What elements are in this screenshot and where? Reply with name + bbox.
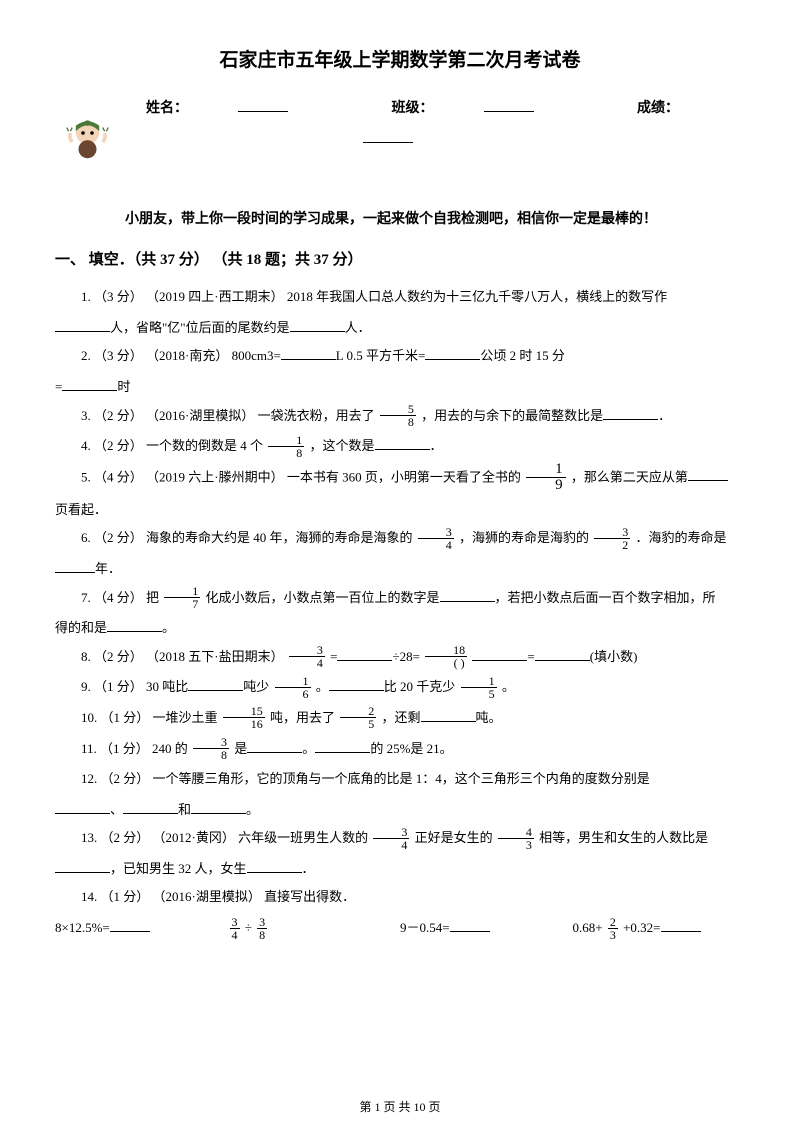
- question-1: 1. （3 分） （2019 四上·西工期末） 2018 年我国人口总人数约为十…: [55, 283, 745, 312]
- page-title: 石家庄市五年级上学期数学第二次月考试卷: [55, 40, 745, 82]
- question-2: 2. （3 分） （2018·南充） 800cm3=L 0.5 平方千米=公顷 …: [55, 342, 745, 371]
- question-2-cont: =时: [55, 373, 745, 402]
- score-label: 成绩：: [637, 101, 679, 116]
- question-13: 13. （2 分） （2012·黄冈） 六年级一班男生人数的 34 正好是女生的…: [55, 824, 745, 853]
- question-6: 6. （2 分） 海象的寿命大约是 40 年，海狮的寿命是海象的 34 ，海狮的…: [55, 524, 745, 553]
- question-10: 10. （1 分） 一堆沙土重 1516 吨，用去了 25 ，还剩吨。: [55, 704, 745, 733]
- cartoon-icon: [65, 115, 110, 160]
- question-4: 4. （2 分） 一个数的倒数是 4 个 18 ，这个数是．: [55, 432, 745, 461]
- question-12-cont: 、和。: [55, 796, 745, 825]
- name-label: 姓名：: [146, 101, 188, 116]
- question-7-cont: 得的和是。: [55, 614, 745, 643]
- question-5: 5. （4 分） （2019 六上·滕州期中） 一本书有 360 页，小明第一天…: [55, 463, 745, 494]
- question-13-cont: ，已知男生 32 人，女生．: [55, 855, 745, 884]
- student-info: 姓名： 班级： 成绩：: [55, 94, 745, 156]
- question-9: 9. （1 分） 30 吨比吨少 16 。比 20 千克少 15 。: [55, 673, 745, 702]
- question-14: 14. （1 分） （2016·湖里模拟） 直接写出得数．: [55, 883, 745, 912]
- question-12: 12. （2 分） 一个等腰三角形，它的顶角与一个底角的比是 1：4，这个三角形…: [55, 765, 745, 794]
- question-6-cont: 年．: [55, 555, 745, 584]
- question-14-row: 8×12.5%= 34 ÷ 38 9－0.54= 0.68+ 23 +0.32=: [55, 914, 745, 943]
- question-1-cont: 人，省略"亿"位后面的尾数约是人．: [55, 314, 745, 343]
- class-label: 班级：: [392, 101, 434, 116]
- question-11: 11. （1 分） 240 的 38 是。的 25%是 21。: [55, 735, 745, 764]
- question-5-cont: 页看起．: [55, 496, 745, 525]
- intro-text: 小朋友，带上你一段时间的学习成果，一起来做个自我检测吧，相信你一定是最棒的！: [125, 205, 745, 236]
- question-7: 7. （4 分） 把 17 化成小数后，小数点第一百位上的数字是，若把小数点后面…: [55, 584, 745, 613]
- section-1-header: 一、 填空．（共 37 分） （共 18 题；共 37 分）: [55, 244, 745, 277]
- page-footer: 第 1 页 共 10 页: [0, 1094, 800, 1120]
- question-8: 8. （2 分） （2018 五下·盐田期末） 34 =÷28= 18( ) =…: [55, 643, 745, 672]
- question-3: 3. （2 分） （2016·湖里模拟） 一袋洗衣粉，用去了 58 ，用去的与余…: [55, 402, 745, 431]
